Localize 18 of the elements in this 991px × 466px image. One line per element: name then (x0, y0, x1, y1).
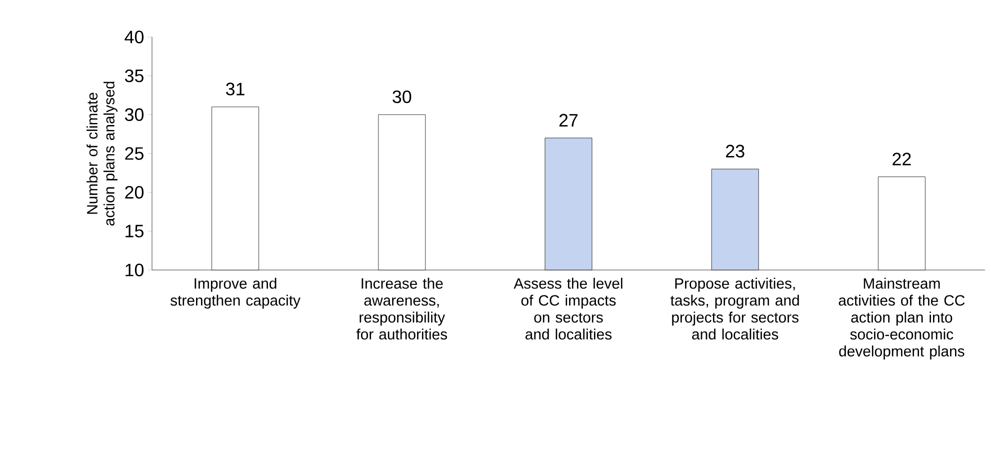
x-tick-label: Mainstream activities of the CC action plan into socio-economic development plans (838, 278, 965, 360)
y-tick-label: 20 (125, 186, 144, 199)
x-tick-label: Assess the level of CC impacts on sectors and localities (514, 278, 622, 340)
x-tick-label: Propose activities, tasks, program and projects for sectors and localities (670, 278, 799, 340)
x-tick-label: Increase the awareness, responsibility for authorities (356, 278, 448, 340)
data-label: 23 (726, 144, 744, 158)
y-axis-title: Number of climate action plans analysed (86, 82, 118, 226)
y-tick-label: 35 (124, 69, 144, 82)
data-label: 30 (392, 90, 412, 104)
data-label: 22 (892, 152, 911, 166)
y-tick-label: 30 (124, 108, 144, 122)
y-tick-label: 40 (124, 30, 144, 44)
data-label: 27 (559, 114, 578, 126)
data-label: 31 (226, 82, 244, 96)
x-tick-label: Improve and strengthen capacity (170, 278, 300, 309)
y-tick-label: 10 (126, 264, 144, 276)
y-tick-label: 15 (126, 224, 144, 238)
y-tick-label: 25 (125, 147, 144, 160)
